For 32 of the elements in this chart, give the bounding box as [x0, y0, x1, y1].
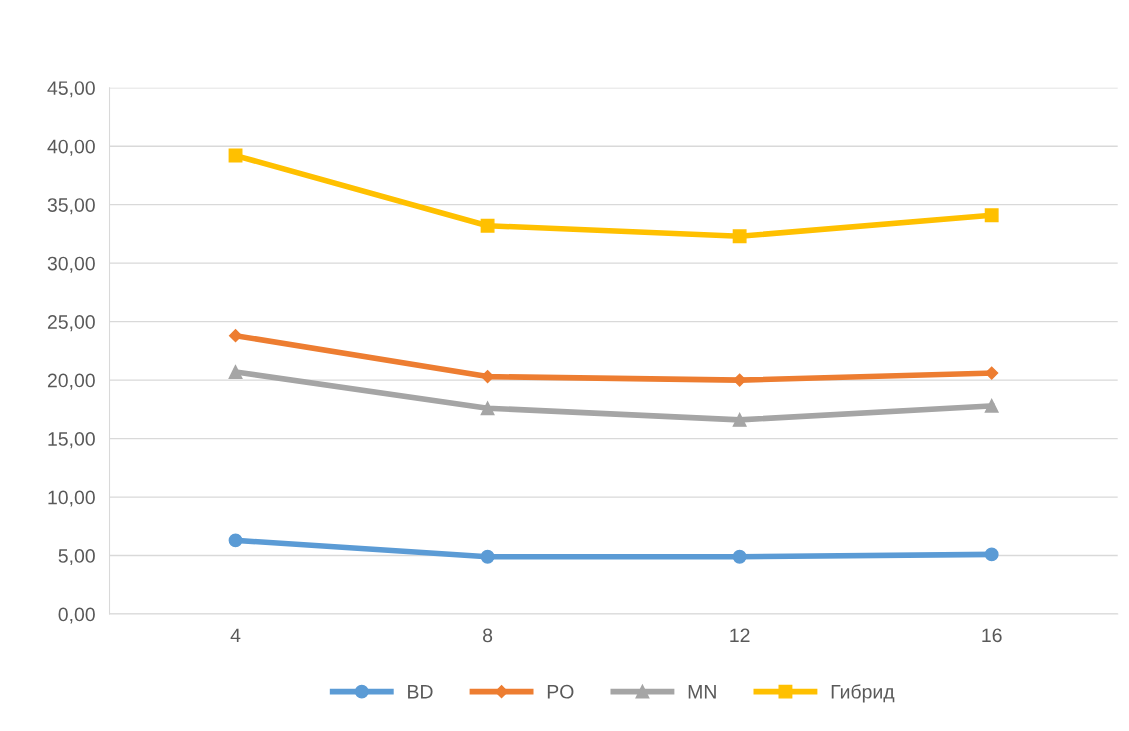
legend-label: PO [547, 684, 574, 699]
point [480, 401, 495, 416]
y-tick-label: 45,00 [47, 81, 95, 98]
x-tick-label: 8 [483, 628, 493, 643]
point [480, 218, 495, 233]
x-tick-label: 12 [730, 628, 750, 643]
y-tick-label: 30,00 [47, 256, 95, 273]
y-tick-label: 0,00 [58, 607, 95, 624]
point [984, 208, 999, 223]
point [228, 148, 243, 163]
legend-label: Гибрид [831, 684, 895, 703]
y-tick-label: 20,00 [47, 373, 95, 390]
point [732, 549, 747, 564]
point [228, 533, 243, 548]
point [732, 412, 747, 427]
y-tick-label: 35,00 [47, 198, 95, 215]
y-tick-label: 25,00 [47, 315, 95, 332]
point [984, 547, 999, 562]
legend-label: BD [408, 685, 433, 699]
point [985, 366, 999, 380]
point [732, 229, 747, 244]
point [228, 329, 243, 343]
y-tick-label: 10,00 [48, 490, 95, 507]
point [480, 549, 495, 564]
point [984, 398, 999, 413]
y-tick-label: 5,00 [58, 549, 95, 566]
y-tick-label: 15,00 [48, 432, 95, 449]
y-tick-label: 40,00 [47, 139, 95, 156]
point [228, 364, 243, 379]
legend-label: MN [688, 685, 716, 699]
x-tick-label: 16 [982, 628, 1002, 643]
x-tick-label: 4 [230, 628, 241, 643]
